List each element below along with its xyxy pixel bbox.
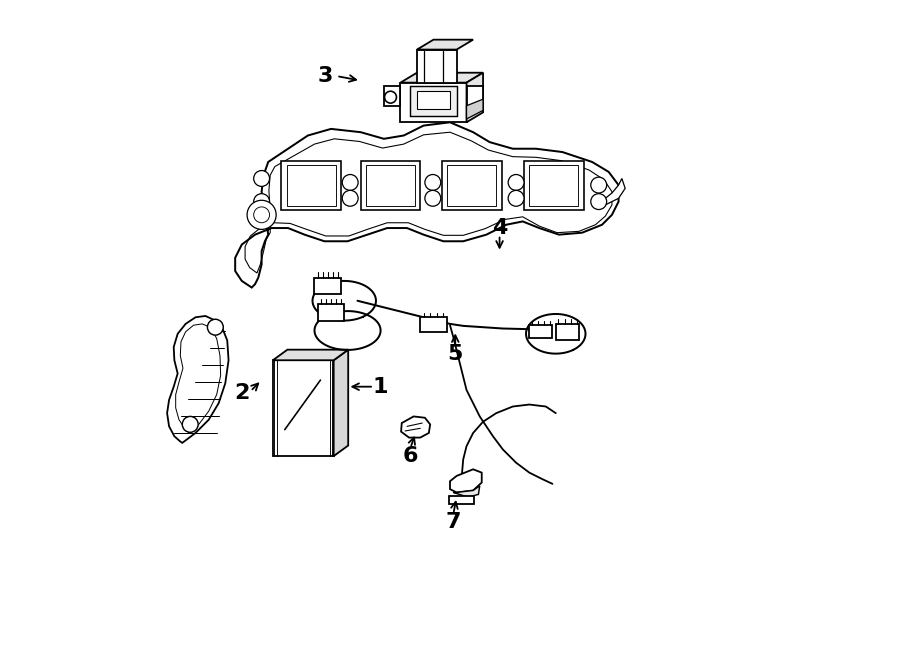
Polygon shape [442, 161, 501, 210]
Polygon shape [466, 86, 483, 106]
Polygon shape [361, 161, 420, 210]
Polygon shape [167, 316, 229, 443]
Polygon shape [273, 360, 334, 456]
Polygon shape [282, 161, 341, 210]
Text: 7: 7 [446, 512, 461, 532]
Polygon shape [417, 40, 473, 50]
Circle shape [384, 91, 397, 103]
Polygon shape [318, 304, 344, 321]
Polygon shape [449, 496, 474, 504]
Text: 5: 5 [447, 344, 463, 364]
Text: 1: 1 [373, 377, 388, 397]
Circle shape [254, 171, 269, 186]
Polygon shape [606, 178, 626, 205]
Polygon shape [401, 416, 430, 438]
Polygon shape [450, 469, 482, 492]
Text: 6: 6 [402, 446, 418, 466]
Polygon shape [314, 278, 341, 294]
Polygon shape [454, 486, 480, 497]
Circle shape [254, 194, 269, 210]
Polygon shape [466, 73, 483, 122]
Polygon shape [384, 86, 400, 106]
Circle shape [590, 194, 607, 210]
Text: 2: 2 [234, 383, 249, 403]
Circle shape [590, 177, 607, 193]
Polygon shape [466, 99, 483, 119]
Polygon shape [417, 50, 456, 83]
Polygon shape [400, 83, 466, 122]
Polygon shape [556, 324, 579, 340]
Polygon shape [334, 350, 348, 456]
Text: 4: 4 [492, 218, 508, 238]
Polygon shape [524, 161, 583, 210]
Circle shape [342, 190, 358, 206]
Polygon shape [410, 86, 456, 116]
Circle shape [425, 190, 441, 206]
Circle shape [342, 175, 358, 190]
Circle shape [248, 200, 276, 229]
Polygon shape [529, 325, 553, 338]
Circle shape [207, 319, 223, 335]
Text: 3: 3 [318, 66, 333, 86]
Polygon shape [273, 350, 348, 360]
Circle shape [254, 207, 269, 223]
Circle shape [508, 175, 524, 190]
Polygon shape [420, 317, 446, 332]
Circle shape [183, 416, 198, 432]
Circle shape [425, 175, 441, 190]
Polygon shape [235, 122, 618, 288]
Polygon shape [400, 73, 483, 83]
Polygon shape [417, 91, 450, 109]
Circle shape [508, 190, 524, 206]
